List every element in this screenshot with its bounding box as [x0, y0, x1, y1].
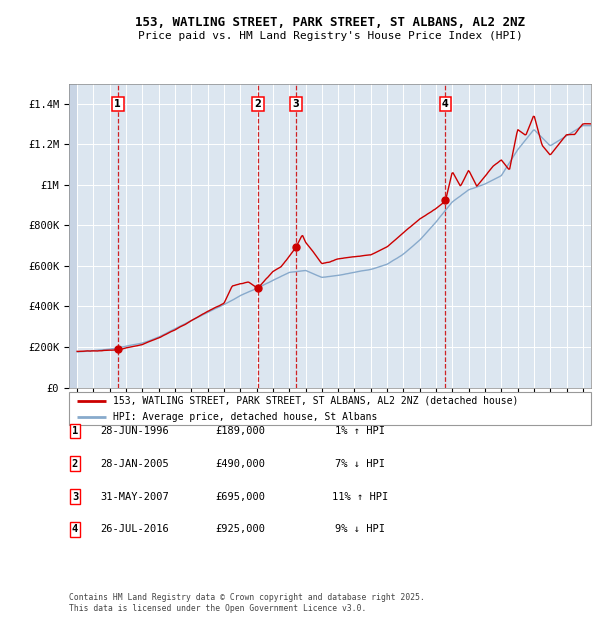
Text: £925,000: £925,000 — [215, 525, 265, 534]
Text: HPI: Average price, detached house, St Albans: HPI: Average price, detached house, St A… — [113, 412, 378, 422]
Text: 11% ↑ HPI: 11% ↑ HPI — [332, 492, 388, 502]
Text: 4: 4 — [72, 525, 78, 534]
Text: £695,000: £695,000 — [215, 492, 265, 502]
Text: 1: 1 — [115, 99, 121, 109]
Text: 153, WATLING STREET, PARK STREET, ST ALBANS, AL2 2NZ (detached house): 153, WATLING STREET, PARK STREET, ST ALB… — [113, 396, 519, 405]
Text: 7% ↓ HPI: 7% ↓ HPI — [335, 459, 385, 469]
Text: 28-JAN-2005: 28-JAN-2005 — [101, 459, 169, 469]
Text: £189,000: £189,000 — [215, 426, 265, 436]
Text: Contains HM Land Registry data © Crown copyright and database right 2025.
This d: Contains HM Land Registry data © Crown c… — [69, 593, 425, 613]
Text: £490,000: £490,000 — [215, 459, 265, 469]
Text: 1: 1 — [72, 426, 78, 436]
Text: 26-JUL-2016: 26-JUL-2016 — [101, 525, 169, 534]
Text: 1% ↑ HPI: 1% ↑ HPI — [335, 426, 385, 436]
Text: 2: 2 — [72, 459, 78, 469]
Text: 153, WATLING STREET, PARK STREET, ST ALBANS, AL2 2NZ: 153, WATLING STREET, PARK STREET, ST ALB… — [135, 16, 525, 29]
Text: 9% ↓ HPI: 9% ↓ HPI — [335, 525, 385, 534]
Text: 31-MAY-2007: 31-MAY-2007 — [101, 492, 169, 502]
Text: 3: 3 — [72, 492, 78, 502]
Text: 28-JUN-1996: 28-JUN-1996 — [101, 426, 169, 436]
Text: Price paid vs. HM Land Registry's House Price Index (HPI): Price paid vs. HM Land Registry's House … — [137, 31, 523, 41]
Text: 4: 4 — [442, 99, 449, 109]
Text: 3: 3 — [293, 99, 299, 109]
Text: 2: 2 — [254, 99, 261, 109]
